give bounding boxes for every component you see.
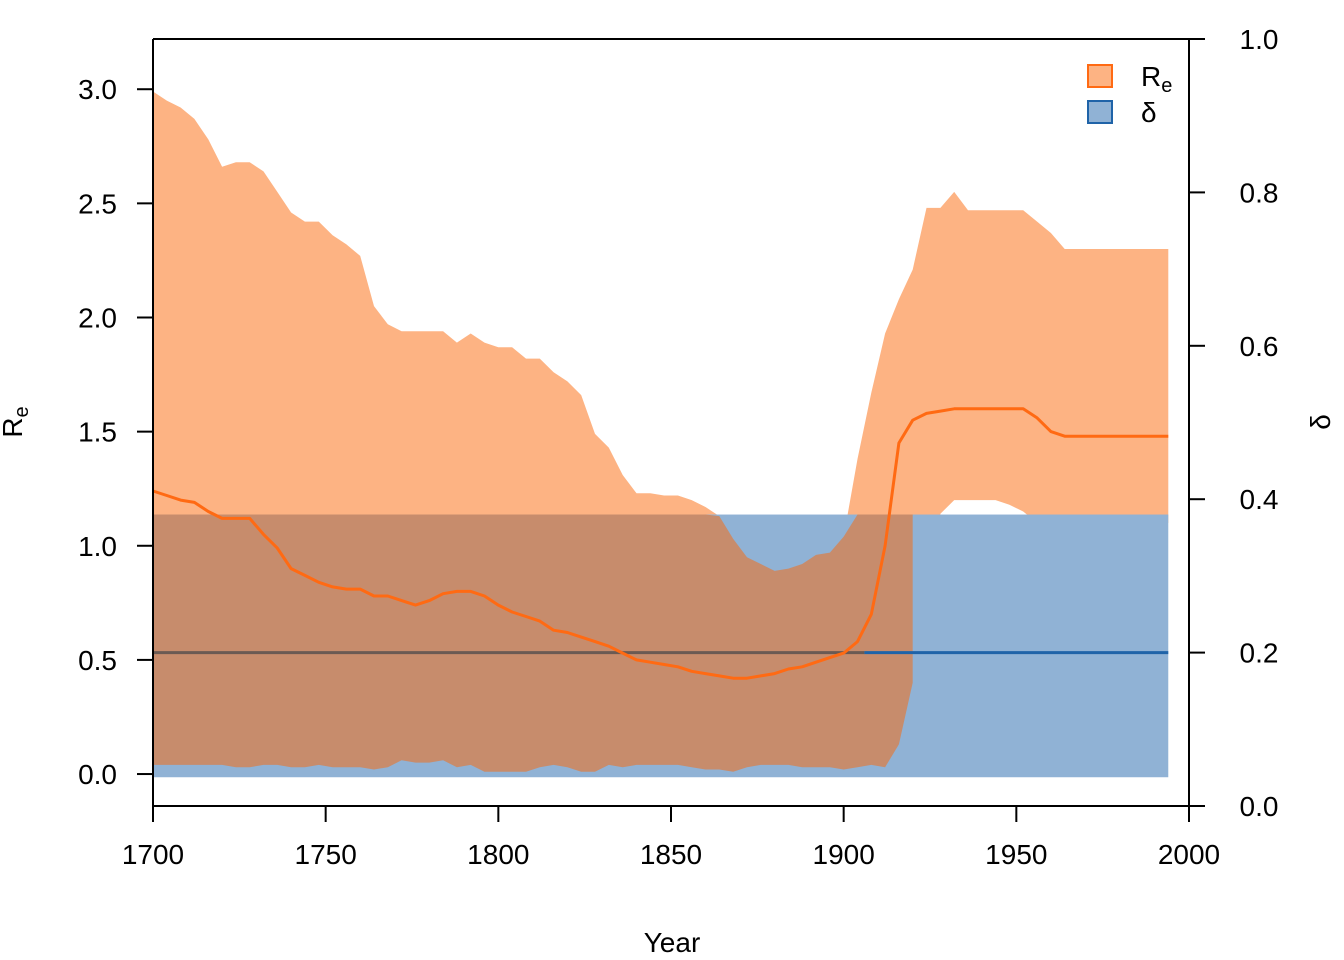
legend-swatch (1087, 100, 1113, 124)
x-axis-label: Year (644, 927, 701, 958)
overlap-band (153, 514, 913, 772)
y-left-tick-label: 2.5 (78, 188, 117, 219)
y-axis-left-label: Re (0, 406, 33, 437)
plot-marks (152, 91, 1169, 778)
y-left-tick-label: 2.0 (78, 302, 117, 333)
y-right-tick-label: 0.0 (1240, 791, 1279, 822)
x-tick-label: 1850 (640, 839, 702, 870)
legend-label: Re (1141, 61, 1172, 97)
y-right-tick-label: 0.4 (1240, 484, 1279, 515)
x-tick-label: 1950 (985, 839, 1047, 870)
y-left-tick-label: 0.5 (78, 645, 117, 676)
y-right-tick-label: 0.8 (1240, 177, 1279, 208)
y-left-tick-label: 0.0 (78, 759, 117, 790)
axes: 1700 1750 1800 1850 1900 1950 2000 0.0 0.5 1.0 1.5… (78, 24, 1278, 870)
y-axis-right-label: δ (1305, 414, 1336, 430)
y-left-tick-label: 1.5 (78, 417, 117, 448)
x-tick-label: 1800 (467, 839, 529, 870)
legend-swatch (1087, 64, 1113, 88)
x-tick-label: 1900 (813, 839, 875, 870)
x-tick-label: 2000 (1158, 839, 1220, 870)
x-tick-label: 1700 (122, 839, 184, 870)
y-right-tick-label: 0.2 (1240, 638, 1279, 669)
y-left-tick-label: 1.0 (78, 531, 117, 562)
x-tick-label: 1750 (295, 839, 357, 870)
legend: Reδ (1087, 61, 1172, 128)
legend-label: δ (1141, 97, 1157, 128)
y-left-tick-label: 3.0 (78, 74, 117, 105)
re-mean-line (152, 407, 1169, 680)
y-right-tick-label: 1.0 (1240, 24, 1279, 55)
y-right-tick-label: 0.6 (1240, 331, 1279, 362)
